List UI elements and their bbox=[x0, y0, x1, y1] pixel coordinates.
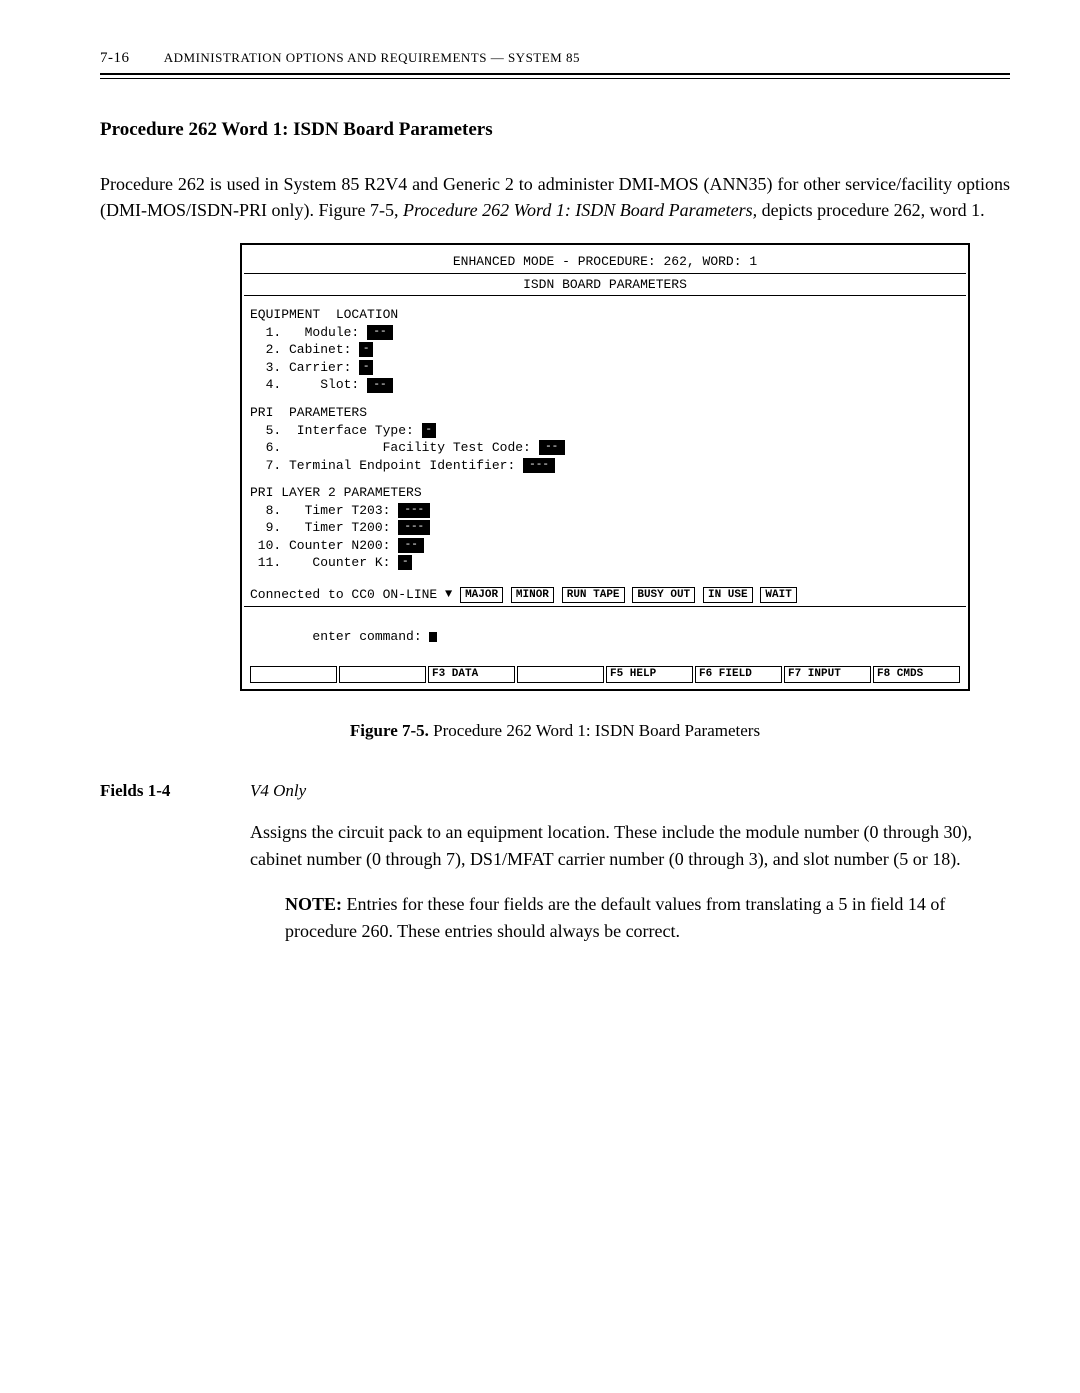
caption-text: Procedure 262 Word 1: ISDN Board Paramet… bbox=[429, 721, 760, 740]
fields-para: Assigns the circuit pack to an equipment… bbox=[250, 819, 1010, 873]
l2-t200: 9. Timer T200: --- bbox=[250, 519, 960, 537]
t203-field[interactable]: --- bbox=[398, 503, 430, 518]
page-number: 7-16 bbox=[100, 50, 130, 67]
figure-caption: Figure 7-5. Procedure 262 Word 1: ISDN B… bbox=[100, 721, 1010, 741]
layer2-header: PRI LAYER 2 PARAMETERS bbox=[250, 484, 960, 502]
v4-only: V4 Only bbox=[250, 781, 1010, 801]
cursor-icon[interactable] bbox=[429, 632, 437, 642]
note-text: Entries for these four fields are the de… bbox=[285, 894, 945, 941]
carrier-field[interactable]: - bbox=[359, 360, 373, 375]
tei-field[interactable]: --- bbox=[523, 458, 555, 473]
inuse-status: IN USE bbox=[703, 587, 753, 603]
note-label: NOTE: bbox=[285, 894, 342, 914]
pri-iftype: 5. Interface Type: - bbox=[250, 422, 960, 440]
fields-label: Fields 1-4 bbox=[100, 781, 200, 945]
t200-field[interactable]: --- bbox=[398, 520, 430, 535]
l2-k: 11. Counter K: - bbox=[250, 554, 960, 572]
n200-field[interactable]: -- bbox=[398, 538, 424, 553]
intro-para: Procedure 262 is used in System 85 R2V4 … bbox=[100, 171, 1010, 223]
f4-key[interactable] bbox=[517, 666, 604, 683]
terminal-mode-line: ENHANCED MODE - PROCEDURE: 262, WORD: 1 bbox=[250, 251, 960, 273]
l2-t203: 8. Timer T203: --- bbox=[250, 502, 960, 520]
pri-header: PRI PARAMETERS bbox=[250, 404, 960, 422]
wait-status: WAIT bbox=[760, 587, 796, 603]
eq-carrier: 3. Carrier: - bbox=[250, 359, 960, 377]
k-field[interactable]: - bbox=[398, 555, 412, 570]
f8-key[interactable]: F8 CMDS bbox=[873, 666, 960, 683]
connected-text: Connected to CC0 ON-LINE bbox=[250, 587, 445, 602]
f2-key[interactable] bbox=[339, 666, 426, 683]
status-row: Connected to CC0 ON-LINE ▼ MAJOR MINOR R… bbox=[250, 586, 960, 604]
ftc-field[interactable]: -- bbox=[539, 440, 565, 455]
module-field[interactable]: -- bbox=[367, 325, 393, 340]
eq-module: 1. Module: -- bbox=[250, 324, 960, 342]
f1-key[interactable] bbox=[250, 666, 337, 683]
f7-key[interactable]: F7 INPUT bbox=[784, 666, 871, 683]
f3-key[interactable]: F3 DATA bbox=[428, 666, 515, 683]
slot-field[interactable]: -- bbox=[367, 378, 393, 393]
page-header: 7-16 ADMINISTRATION OPTIONS AND REQUIREM… bbox=[100, 50, 1010, 67]
f6-key[interactable]: F6 FIELD bbox=[695, 666, 782, 683]
eq-slot: 4. Slot: -- bbox=[250, 376, 960, 394]
eq-cabinet: 2. Cabinet: - bbox=[250, 341, 960, 359]
header-rule bbox=[100, 73, 1010, 79]
note-block: NOTE: Entries for these four fields are … bbox=[285, 891, 1010, 945]
l2-n200: 10. Counter N200: -- bbox=[250, 537, 960, 555]
caption-bold: Figure 7-5. bbox=[350, 721, 429, 740]
fn-key-row: F3 DATA F5 HELP F6 FIELD F7 INPUT F8 CMD… bbox=[250, 666, 960, 683]
major-status: MAJOR bbox=[460, 587, 503, 603]
pri-tei: 7. Terminal Endpoint Identifier: --- bbox=[250, 457, 960, 475]
arrow-icon: ▼ bbox=[445, 586, 452, 602]
busyout-status: BUSY OUT bbox=[632, 587, 695, 603]
runtape-status: RUN TAPE bbox=[562, 587, 625, 603]
cabinet-field[interactable]: - bbox=[359, 342, 373, 357]
command-line: enter command: bbox=[250, 610, 960, 663]
section-heading: Procedure 262 Word 1: ISDN Board Paramet… bbox=[100, 119, 1010, 141]
pri-ftc: 6. Facility Test Code: -- bbox=[250, 439, 960, 457]
intro-text-b: depicts procedure 262, word 1. bbox=[757, 200, 984, 220]
iftype-field[interactable]: - bbox=[422, 423, 436, 438]
intro-text-ital: Procedure 262 Word 1: ISDN Board Paramet… bbox=[403, 200, 757, 220]
equipment-header: EQUIPMENT LOCATION bbox=[250, 306, 960, 324]
minor-status: MINOR bbox=[511, 587, 554, 603]
f5-key[interactable]: F5 HELP bbox=[606, 666, 693, 683]
header-title: ADMINISTRATION OPTIONS AND REQUIREMENTS … bbox=[164, 50, 580, 65]
terminal-subtitle: ISDN BOARD PARAMETERS bbox=[244, 273, 966, 297]
terminal-frame: ENHANCED MODE - PROCEDURE: 262, WORD: 1 … bbox=[240, 243, 970, 691]
